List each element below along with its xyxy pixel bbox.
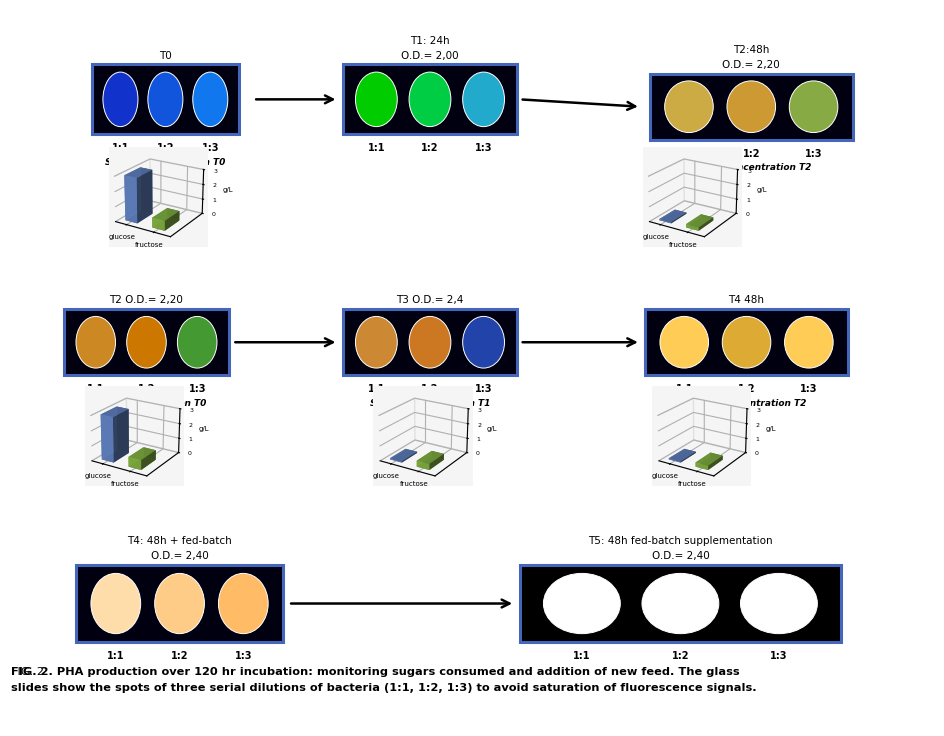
Text: 1:2: 1:2 (421, 384, 438, 394)
Ellipse shape (409, 72, 450, 127)
Text: 1:2: 1:2 (742, 149, 759, 159)
Text: Sugar Concentration T1: Sugar Concentration T1 (369, 399, 490, 408)
Ellipse shape (103, 72, 138, 127)
Ellipse shape (355, 72, 396, 127)
Text: 1:1: 1:1 (675, 384, 692, 394)
Text: O.D.= 2,20: O.D.= 2,20 (721, 60, 780, 70)
Text: 1:3: 1:3 (201, 144, 219, 153)
Text: 1:3: 1:3 (800, 384, 817, 394)
FancyBboxPatch shape (76, 565, 283, 642)
FancyBboxPatch shape (64, 309, 228, 375)
Text: T4 48h: T4 48h (728, 295, 764, 305)
Text: T1: 24h: T1: 24h (410, 36, 449, 46)
Text: 1:1: 1:1 (367, 384, 385, 394)
Text: 1:2: 1:2 (138, 384, 155, 394)
Text: 1:1: 1:1 (107, 651, 125, 661)
Ellipse shape (659, 316, 708, 368)
Ellipse shape (641, 573, 718, 634)
Text: Sugar Concentration T0: Sugar Concentration T0 (105, 158, 226, 167)
Text: FIG. 2. PHA production over 120 hr incubation: monitoring sugars consumed and ad: FIG. 2. PHA production over 120 hr incub… (11, 667, 739, 677)
Ellipse shape (409, 316, 450, 368)
Text: 1:3: 1:3 (474, 144, 492, 153)
Ellipse shape (177, 316, 217, 368)
Ellipse shape (463, 316, 504, 368)
FancyBboxPatch shape (644, 309, 847, 375)
Text: 1:1: 1:1 (111, 144, 129, 153)
Text: slides show the spots of three serial dilutions of bacteria (1:1, 1:2, 1:3) to a: slides show the spots of three serial di… (11, 683, 756, 693)
Text: 1:3: 1:3 (234, 651, 252, 661)
Ellipse shape (155, 573, 204, 634)
Text: Sugar Concentration T0: Sugar Concentration T0 (86, 399, 207, 408)
Text: FIG. 2.: FIG. 2. (11, 667, 52, 677)
Ellipse shape (91, 573, 141, 634)
Text: O.D.= 2,40: O.D.= 2,40 (150, 551, 209, 562)
Ellipse shape (126, 316, 166, 368)
Text: 1:2: 1:2 (671, 651, 688, 661)
FancyBboxPatch shape (649, 74, 851, 140)
Text: 1:2: 1:2 (157, 144, 174, 153)
FancyBboxPatch shape (519, 565, 840, 642)
Text: 1:3: 1:3 (188, 384, 206, 394)
Ellipse shape (355, 316, 396, 368)
Ellipse shape (664, 81, 713, 132)
Text: Sugar Concentration T2: Sugar Concentration T2 (685, 399, 806, 408)
Text: 1:2: 1:2 (737, 384, 754, 394)
Text: 1:2: 1:2 (171, 651, 188, 661)
Text: T2:48h: T2:48h (733, 45, 768, 55)
Text: T2 O.D.= 2,20: T2 O.D.= 2,20 (110, 295, 183, 305)
FancyBboxPatch shape (92, 65, 238, 135)
FancyBboxPatch shape (343, 65, 517, 135)
Ellipse shape (543, 573, 619, 634)
Text: T4: 48h + fed-batch: T4: 48h + fed-batch (127, 537, 231, 546)
Ellipse shape (740, 573, 817, 634)
Text: 1:1: 1:1 (680, 149, 697, 159)
Text: T5: 48h fed-batch supplementation: T5: 48h fed-batch supplementation (587, 537, 772, 546)
Ellipse shape (788, 81, 837, 132)
Text: O.D.= 2,00: O.D.= 2,00 (401, 51, 458, 61)
Ellipse shape (193, 72, 228, 127)
Text: T3 O.D.= 2,4: T3 O.D.= 2,4 (396, 295, 464, 305)
Text: 1:3: 1:3 (474, 384, 492, 394)
Text: 1:2: 1:2 (421, 144, 438, 153)
Ellipse shape (726, 81, 775, 132)
Ellipse shape (76, 316, 115, 368)
FancyBboxPatch shape (343, 309, 517, 375)
Ellipse shape (463, 72, 504, 127)
Text: Sugar Concentration T2: Sugar Concentration T2 (690, 163, 811, 172)
Text: 1:3: 1:3 (769, 651, 787, 661)
Text: 1:1: 1:1 (572, 651, 590, 661)
Ellipse shape (721, 316, 770, 368)
Text: O.D.= 2,40: O.D.= 2,40 (650, 551, 709, 562)
Text: 1:1: 1:1 (367, 144, 385, 153)
Text: T0: T0 (159, 51, 172, 61)
Ellipse shape (218, 573, 268, 634)
Text: 1:3: 1:3 (804, 149, 821, 159)
Text: 1:1: 1:1 (87, 384, 105, 394)
Ellipse shape (784, 316, 833, 368)
Ellipse shape (147, 72, 183, 127)
